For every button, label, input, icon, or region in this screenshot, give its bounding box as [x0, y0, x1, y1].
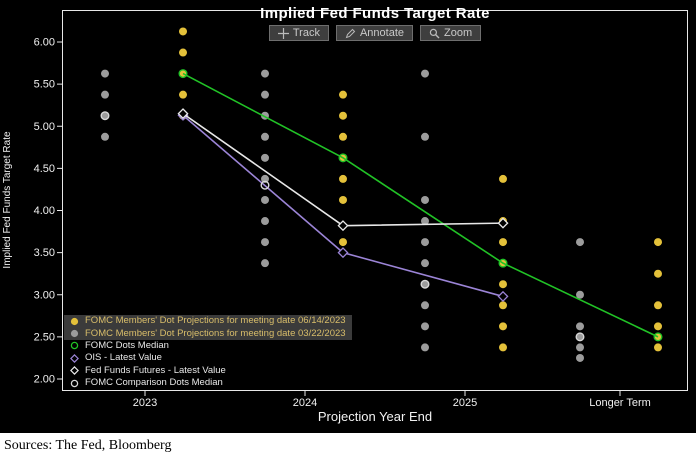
zoom-icon [429, 28, 440, 39]
line-series-2 [177, 108, 509, 232]
svg-text:6.00: 6.00 [34, 37, 55, 49]
track-icon [277, 27, 289, 39]
plot-frame [62, 10, 688, 391]
svg-text:2023: 2023 [133, 397, 157, 409]
legend-marker-icon [70, 341, 80, 350]
track-button[interactable]: Track [268, 25, 329, 41]
legend-item-label: OIS - Latest Value [85, 352, 162, 364]
zoom-label: Zoom [444, 27, 473, 39]
legend-marker-icon [70, 317, 80, 326]
line-series-0 [178, 69, 663, 342]
legend-item-label: Fed Funds Futures - Latest Value [85, 364, 226, 376]
svg-text:5.50: 5.50 [34, 79, 55, 91]
svg-text:4.00: 4.00 [34, 205, 55, 217]
dot-series-0 [179, 27, 662, 352]
svg-text:5.00: 5.00 [34, 121, 55, 133]
chart-canvas: Implied Fed Funds Target Rate Track Annot… [0, 0, 696, 433]
svg-text:4.50: 4.50 [34, 163, 55, 175]
legend-item[interactable]: FOMC Members' Dot Projections for meetin… [64, 327, 352, 340]
x-axis-label: Projection Year End [317, 409, 433, 424]
svg-text:2.50: 2.50 [34, 331, 55, 343]
legend-item[interactable]: Fed Funds Futures - Latest Value [64, 365, 352, 377]
dot-series-1 [101, 69, 584, 362]
legend-item[interactable]: FOMC Comparison Dots Median [64, 377, 352, 389]
legend-marker-icon [70, 353, 80, 363]
svg-text:2025: 2025 [453, 397, 477, 409]
svg-text:Longer Term: Longer Term [589, 397, 651, 409]
y-axis: 6.00 5.50 5.00 4.50 4.00 3.50 3.00 2.50 2.00 [34, 37, 62, 386]
legend-marker-icon [70, 379, 80, 388]
legend: FOMC Members' Dot Projections for meetin… [64, 315, 352, 389]
svg-text:3.50: 3.50 [34, 247, 55, 259]
track-label: Track [292, 27, 320, 39]
chart-toolbar: Track Annotate Zoom [62, 25, 688, 41]
svg-text:2024: 2024 [293, 397, 317, 409]
zoom-button[interactable]: Zoom [420, 25, 482, 41]
sources-text: Sources: The Fed, Bloomberg [4, 438, 172, 453]
legend-item[interactable]: FOMC Members' Dot Projections for meetin… [64, 315, 352, 328]
legend-item-label: FOMC Dots Median [85, 339, 169, 351]
line-series-3 [100, 111, 585, 342]
svg-text:3.00: 3.00 [34, 289, 55, 301]
legend-item[interactable]: OIS - Latest Value [64, 352, 352, 364]
y-axis-label: Implied Fed Funds Target Rate [2, 131, 13, 269]
svg-text:2.00: 2.00 [34, 374, 55, 386]
plot-area[interactable]: 6.00 5.50 5.00 4.50 4.00 3.50 3.00 2.50 2.00 2023… [0, 0, 696, 433]
legend-item-label: FOMC Members' Dot Projections for meetin… [85, 327, 346, 339]
annotate-button[interactable]: Annotate [335, 25, 413, 41]
annotate-label: Annotate [359, 27, 404, 39]
legend-item-label: FOMC Comparison Dots Median [85, 377, 223, 389]
chart-title: Implied Fed Funds Target Rate [260, 5, 490, 22]
legend-item-label: FOMC Members' Dot Projections for meetin… [85, 315, 346, 327]
legend-item[interactable]: FOMC Dots Median [64, 340, 352, 352]
legend-marker-icon [70, 366, 80, 376]
annotate-icon [345, 28, 356, 39]
x-axis: 2023 2024 2025 Longer Term [133, 391, 651, 409]
legend-marker-icon [70, 329, 80, 338]
